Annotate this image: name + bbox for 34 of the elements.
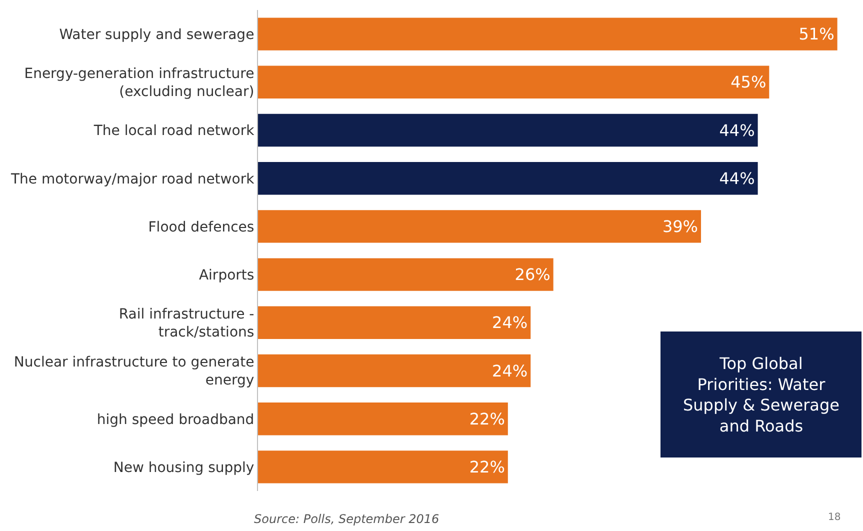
y-tick-label: New housing supply — [113, 460, 254, 476]
data-label: 24% — [492, 313, 528, 332]
bar — [258, 18, 838, 50]
data-label: 44% — [719, 120, 755, 140]
bar — [258, 402, 508, 436]
bar — [258, 210, 702, 243]
data-label: 45% — [730, 72, 766, 92]
y-tick-label: Nuclear infrastructure to generate energy — [14, 354, 254, 389]
bar — [258, 66, 770, 98]
data-label: 22% — [469, 409, 505, 428]
data-label: 51% — [798, 24, 834, 44]
data-label: 22% — [469, 457, 505, 476]
bar — [258, 114, 758, 147]
y-tick-label: Energy-generation infrastructure (excluding nuclear) — [24, 66, 254, 100]
bar — [258, 354, 531, 388]
picture-callout-box: Top Global Priorities: Water Supply & Sewerage and Roads — [660, 332, 862, 458]
data-label: 39% — [662, 216, 698, 236]
text: 18 — [828, 512, 841, 523]
y-tick-label: Flood defences — [148, 219, 254, 236]
data-label: 44% — [719, 168, 755, 188]
y-tick-label: Airports — [198, 267, 254, 284]
y-tick-label: high speed broadband — [96, 412, 254, 428]
bar — [258, 450, 508, 484]
y-tick-label: Water supply and sewerage — [59, 26, 254, 43]
y-tick-label: The local road network — [92, 123, 256, 140]
source-note: Source: Polls, September 2016 — [254, 512, 440, 526]
y-tick-label: The motorway/major road network — [10, 171, 256, 188]
bar — [258, 258, 554, 291]
bar — [258, 162, 758, 195]
y-tick-label: Rail infrastructure - track/stations — [118, 306, 254, 341]
data-label: 24% — [492, 361, 528, 380]
annotation: Top Global Priorities: Water Supply & Sewerage and Roads — [683, 354, 840, 436]
bar — [258, 306, 531, 339]
data-label: 26% — [514, 265, 550, 284]
